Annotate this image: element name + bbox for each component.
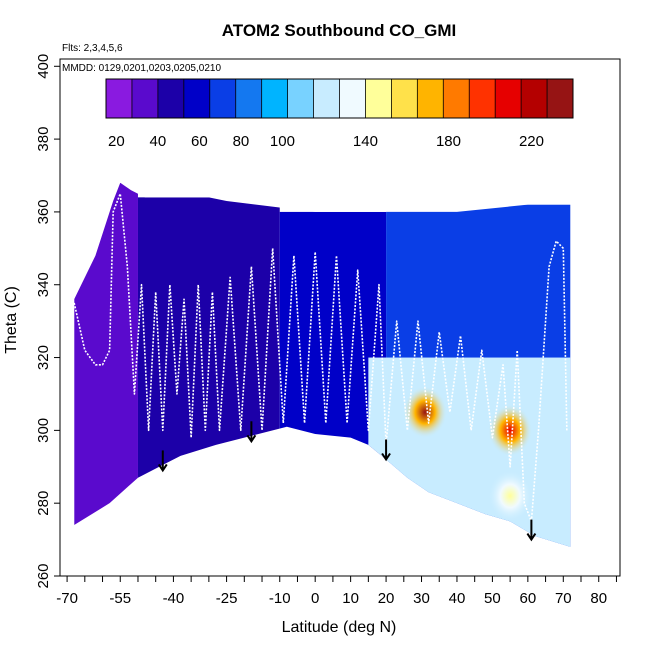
colorbar-swatch	[313, 79, 340, 118]
profile-arrow-3	[526, 519, 537, 542]
y-tick-label: 280	[35, 491, 52, 516]
colorbar-tick-label: 20	[108, 133, 125, 150]
x-axis-label: Latitude (deg N)	[282, 619, 397, 636]
y-tick-label: 260	[35, 563, 52, 588]
plot-frame	[59, 58, 621, 577]
co-region-2	[279, 211, 387, 460]
colorbar-swatch	[417, 79, 444, 118]
x-tick-label: -55	[109, 590, 131, 607]
colorbar-frame	[105, 78, 574, 119]
profile-arrows	[157, 421, 537, 542]
co-region-4	[368, 357, 571, 547]
profile-arrow-head	[526, 533, 537, 542]
date-note: MMDD: 0129,0201,0203,0205,0210	[62, 63, 221, 74]
x-tick-label: -25	[216, 590, 238, 607]
co-region-1	[137, 197, 280, 478]
colorbar-swatch	[443, 79, 470, 118]
profile-arrow-head	[246, 434, 257, 444]
x-tick-label: 10	[342, 590, 359, 607]
co-hotspot-2	[488, 469, 533, 522]
co-hotspot-0	[403, 386, 448, 439]
colorbar-swatch	[365, 79, 392, 118]
colorbar-swatch	[106, 79, 133, 118]
x-axis: -70 -55 -40 -25 -10 0 10 20 30 40 50 60 70 80	[56, 576, 617, 607]
x-tick-label: 40	[449, 590, 466, 607]
profile-arrow-head	[381, 452, 391, 462]
colorbar-tick-label: 180	[436, 133, 461, 150]
y-tick-label: 380	[35, 127, 52, 152]
colorbar: 20 40 60 80 100 140 180 220	[105, 78, 574, 150]
colorbar-swatch	[391, 79, 418, 118]
x-tick-label: 50	[484, 590, 501, 607]
x-tick-label: -70	[56, 590, 78, 607]
y-tick-label: 400	[35, 54, 52, 79]
x-tick-label: 20	[378, 590, 395, 607]
profile-arrow-2	[381, 439, 391, 462]
colorbar-swatch	[547, 79, 574, 118]
colorbar-tick-label: 140	[353, 133, 378, 150]
profile-arrow-1	[246, 421, 257, 444]
colorbar-swatch	[469, 79, 496, 118]
co-hotspot-1	[488, 404, 533, 457]
x-tick-label: 30	[413, 590, 430, 607]
colorbar-swatch	[131, 79, 159, 118]
colorbar-swatch	[157, 79, 185, 118]
colorbar-tick-label: 220	[519, 133, 544, 150]
colorbar-swatch	[261, 79, 289, 118]
colorbar-swatch	[235, 79, 263, 118]
colorbar-swatch	[183, 79, 211, 118]
profile-arrow-head	[157, 463, 168, 473]
colorbar-swatch	[495, 79, 522, 118]
co-region-0	[74, 182, 138, 526]
flights-note: Flts: 2,3,4,5,6	[62, 43, 123, 54]
x-tick-label: -10	[269, 590, 291, 607]
flight-track	[73, 192, 568, 523]
x-tick-label: 70	[555, 590, 572, 607]
colorbar-swatch	[521, 79, 548, 118]
x-tick-label: 80	[590, 590, 607, 607]
y-axis: 260 280 300 320 340 360 380 400	[35, 54, 60, 589]
colorbar-swatch	[339, 79, 366, 118]
colorbar-tick-label: 60	[191, 133, 208, 150]
y-tick-label: 360	[35, 199, 52, 224]
colorbar-tick-label: 80	[233, 133, 250, 150]
y-axis-label: Theta (C)	[3, 286, 20, 354]
x-tick-label: -40	[163, 590, 185, 607]
x-tick-label: 0	[311, 590, 319, 607]
y-tick-label: 320	[35, 345, 52, 370]
colorbar-tick-label: 40	[150, 133, 167, 150]
x-tick-label: 60	[520, 590, 537, 607]
y-tick-label: 340	[35, 272, 52, 297]
colorbar-tick-label: 100	[270, 133, 295, 150]
y-tick-label: 300	[35, 418, 52, 443]
colorbar-swatch	[287, 79, 315, 118]
profile-arrow-0	[157, 450, 168, 473]
chart-title: ATOM2 Southbound CO_GMI	[222, 21, 457, 40]
colorbar-swatch	[209, 79, 237, 118]
flight-track-line	[73, 192, 568, 523]
